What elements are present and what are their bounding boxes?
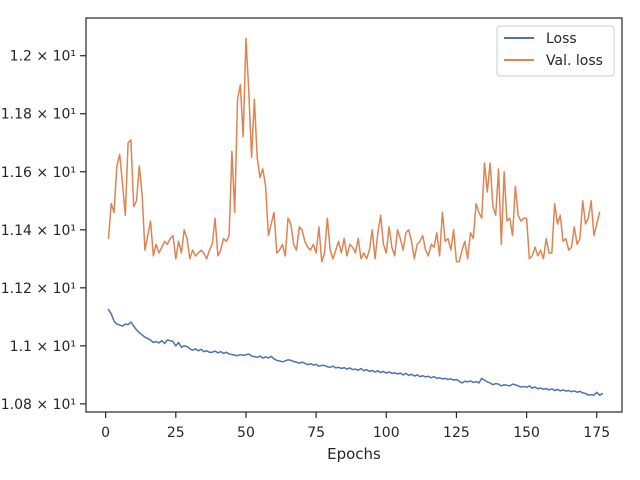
- legend-label-loss: Loss: [546, 31, 577, 47]
- y-tick-label: 1.1 × 10¹: [10, 339, 76, 355]
- x-axis-title: Epochs: [327, 445, 381, 463]
- series-line-val-loss: [107, 37, 601, 263]
- x-tick-label: 125: [443, 425, 470, 441]
- series-layer: [107, 37, 604, 396]
- x-tick-label: 150: [513, 425, 540, 441]
- y-tick-label: 1.18 × 10¹: [1, 107, 76, 123]
- x-tick-label: 100: [373, 425, 400, 441]
- y-axis: 1.08 × 10¹ 1.1 × 10¹ 1.12 × 10¹ 1.14 × 10¹ 1…: [1, 49, 86, 413]
- x-tick-label: 0: [101, 425, 110, 441]
- y-tick-label: 1.14 × 10¹: [1, 223, 76, 239]
- x-axis: 0 25 50 75 100 125 150 175: [101, 412, 610, 441]
- y-tick-label: 1.08 × 10¹: [1, 397, 76, 413]
- y-tick-label: 1.2 × 10¹: [10, 49, 76, 65]
- legend-label-val-loss: Val. loss: [546, 53, 603, 69]
- legend: Loss Val. loss: [496, 25, 615, 77]
- series-line-loss: [107, 308, 604, 396]
- plot-frame: [85, 17, 623, 413]
- x-tick-label: 175: [583, 425, 610, 441]
- y-tick-label: 1.16 × 10¹: [1, 165, 76, 181]
- y-tick-label: 1.12 × 10¹: [1, 281, 76, 297]
- x-tick-label: 25: [167, 425, 185, 441]
- x-tick-label: 75: [307, 425, 325, 441]
- x-tick-label: 50: [237, 425, 255, 441]
